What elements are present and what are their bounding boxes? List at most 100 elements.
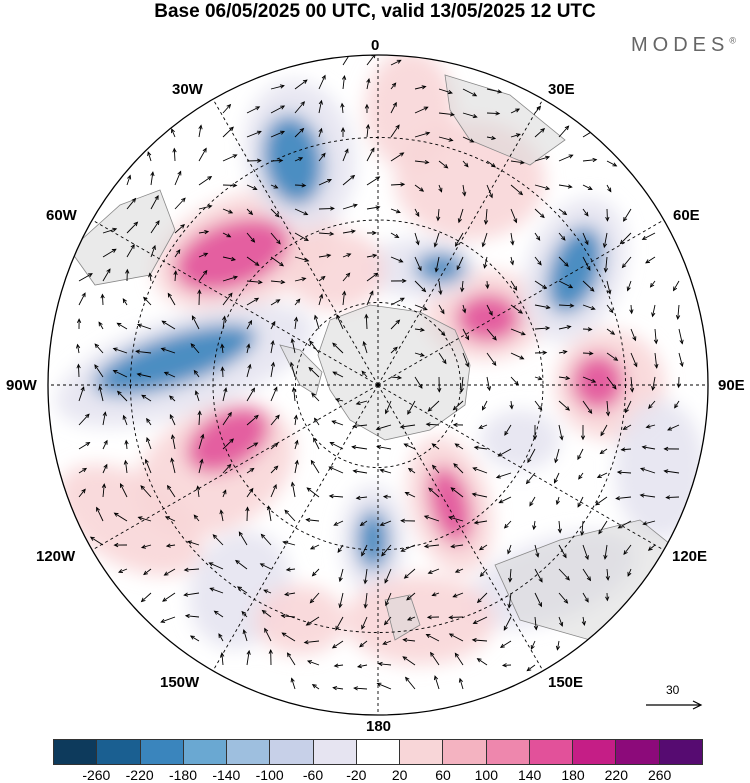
wind-vector (425, 422, 440, 427)
wind-vector (318, 253, 332, 258)
wind-vector (558, 280, 574, 289)
wind-vector (263, 589, 272, 594)
wind-vector (270, 130, 286, 138)
wind-vector (270, 184, 279, 189)
wind-vector (483, 256, 488, 269)
wind-vector (124, 439, 129, 450)
wind-vector (454, 568, 464, 573)
wind-vector (462, 136, 475, 143)
wind-vector (144, 458, 152, 474)
wind-vector (222, 292, 233, 306)
wind-vector (363, 568, 368, 585)
colorbar-swatch (227, 740, 271, 764)
wind-vector (525, 472, 536, 485)
wind-vector (582, 256, 591, 271)
wind-vector (270, 414, 280, 426)
wind-vector (672, 280, 680, 292)
meridian-line (377, 384, 544, 672)
wind-vector (309, 340, 320, 354)
wind-vector (647, 544, 656, 551)
wind-vector (356, 664, 368, 669)
wind-vector (486, 184, 493, 199)
wind-vector (76, 318, 82, 330)
lon-label-60e: 60E (673, 207, 700, 224)
wind-vector (462, 304, 467, 314)
wind-vector (674, 400, 680, 409)
wind-vector (219, 509, 224, 522)
wind-vector (385, 592, 392, 607)
wind-vector (558, 208, 568, 216)
wind-vector (169, 414, 176, 426)
wind-vector (385, 400, 392, 415)
land-mass (444, 74, 566, 166)
colorbar-swatch (97, 740, 141, 764)
wind-vector (448, 515, 464, 522)
wind-vector (623, 544, 632, 556)
wind-vector (342, 174, 356, 186)
wind-vector (376, 682, 392, 690)
anomaly-blob (615, 400, 705, 540)
wind-vector (582, 376, 597, 383)
wind-vector (438, 88, 453, 95)
wind-vector (112, 347, 128, 354)
wind-vector (136, 372, 152, 378)
wind-vector (290, 337, 296, 354)
wind-vector (390, 124, 400, 138)
wind-vector (334, 397, 344, 403)
wind-vector (498, 496, 512, 504)
wind-vector (534, 376, 543, 381)
wind-vector (641, 445, 656, 450)
wind-vector (284, 509, 296, 522)
wind-vector (600, 424, 608, 437)
wind-vector (328, 494, 344, 499)
wind-vector (427, 400, 440, 412)
wind-vector (384, 568, 392, 584)
wind-vector (270, 84, 285, 90)
wind-vector (305, 517, 320, 523)
wind-vector (582, 568, 592, 582)
wind-vector (184, 613, 200, 619)
wind-vector (238, 531, 248, 546)
wind-vector (270, 340, 275, 354)
wind-vector (462, 88, 478, 97)
wind-vector (364, 313, 369, 330)
wind-vector (377, 661, 392, 667)
wind-vector (534, 155, 551, 162)
wind-vector (436, 208, 441, 222)
wind-vector (266, 505, 272, 522)
anomaly-field (55, 55, 705, 665)
wind-vector (426, 615, 440, 620)
anomaly-blob (415, 253, 465, 283)
wind-vector (366, 253, 378, 258)
wind-vector (598, 520, 608, 535)
wind-vector (438, 112, 455, 117)
wind-vector (362, 340, 368, 354)
wind-vector (246, 442, 259, 450)
wind-vector (423, 515, 440, 522)
wind-vector (270, 483, 277, 498)
wind-vector (163, 568, 176, 576)
wind-vector (606, 376, 617, 390)
wind-vector (678, 352, 684, 368)
wind-vector (366, 272, 379, 282)
wind-vector (328, 466, 344, 474)
wind-vector (403, 443, 416, 450)
wind-vector (164, 516, 176, 522)
wind-vector (454, 652, 464, 666)
wind-vector (606, 328, 616, 335)
wind-vector (102, 227, 118, 234)
wind-vector (246, 130, 262, 138)
wind-vector (285, 567, 296, 572)
wind-vector (294, 277, 307, 282)
wind-vector (235, 559, 248, 570)
wind-vector (534, 232, 541, 241)
wind-vector (423, 544, 440, 549)
meridian-line (212, 384, 379, 672)
wind-vector (94, 364, 104, 378)
wind-vector (510, 280, 518, 291)
wind-vector (268, 648, 273, 666)
colorbar-swatch (443, 740, 487, 764)
wind-vector (558, 125, 570, 138)
wind-vector (119, 482, 128, 498)
wind-vector (318, 179, 333, 186)
